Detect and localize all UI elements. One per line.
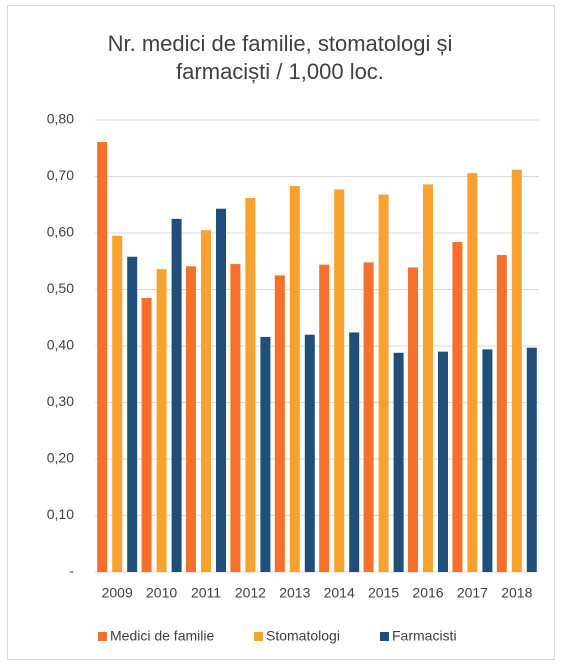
bar bbox=[393, 352, 404, 572]
bar bbox=[319, 264, 330, 572]
x-tick-label: 2010 bbox=[146, 585, 177, 601]
bar bbox=[452, 242, 463, 573]
x-tick-label: 2013 bbox=[279, 585, 310, 601]
bar bbox=[245, 197, 256, 572]
bar bbox=[97, 142, 108, 572]
bar bbox=[438, 351, 448, 572]
bar bbox=[186, 266, 196, 572]
bar bbox=[274, 275, 285, 572]
legend-swatch bbox=[254, 632, 263, 641]
bar bbox=[289, 186, 300, 573]
bar bbox=[171, 218, 182, 572]
bar bbox=[112, 235, 123, 572]
bar bbox=[482, 349, 493, 572]
y-tick-label: 0,30 bbox=[47, 393, 74, 409]
y-tick-label: 0,20 bbox=[47, 450, 74, 466]
x-tick-label: 2015 bbox=[368, 585, 399, 601]
bar bbox=[408, 267, 418, 572]
y-tick-label: 0,10 bbox=[47, 506, 74, 522]
bar bbox=[156, 269, 167, 572]
bar bbox=[334, 189, 345, 572]
bar bbox=[511, 169, 522, 572]
x-tick-label: 2017 bbox=[457, 585, 488, 601]
legend-swatch bbox=[98, 632, 107, 641]
legend-label: Farmacisti bbox=[392, 628, 457, 644]
bar bbox=[349, 332, 360, 572]
y-tick-label: 0,40 bbox=[47, 337, 74, 353]
x-tick-label: 2018 bbox=[501, 585, 532, 601]
legend-label: Stomatologi bbox=[266, 628, 340, 644]
chart-frame bbox=[7, 5, 555, 660]
chart-title: Nr. medici de familie, stomatologi și fa… bbox=[107, 31, 453, 84]
x-tick-label: 2016 bbox=[412, 585, 443, 601]
bar bbox=[260, 336, 271, 572]
y-tick-label: 0,80 bbox=[47, 111, 74, 127]
bar bbox=[216, 208, 226, 572]
legend-swatch bbox=[380, 632, 389, 641]
y-tick-label: - bbox=[69, 563, 74, 579]
bar bbox=[496, 255, 507, 572]
bar bbox=[304, 334, 315, 572]
bar bbox=[201, 230, 211, 573]
bar bbox=[378, 194, 389, 572]
y-tick-label: 0,70 bbox=[47, 167, 74, 183]
bar bbox=[526, 347, 537, 572]
bar bbox=[363, 262, 374, 572]
bar bbox=[467, 173, 478, 573]
x-tick-label: 2009 bbox=[102, 585, 133, 601]
y-tick-label: 0,60 bbox=[47, 224, 74, 240]
bar bbox=[127, 256, 138, 572]
x-tick-label: 2011 bbox=[191, 585, 221, 601]
legend-label: Medici de familie bbox=[110, 628, 214, 644]
y-tick-label: 0,50 bbox=[47, 280, 74, 296]
bar bbox=[141, 297, 152, 572]
x-tick-label: 2014 bbox=[324, 585, 355, 601]
bar bbox=[230, 264, 241, 572]
bar bbox=[423, 184, 433, 572]
x-tick-label: 2012 bbox=[235, 585, 266, 601]
